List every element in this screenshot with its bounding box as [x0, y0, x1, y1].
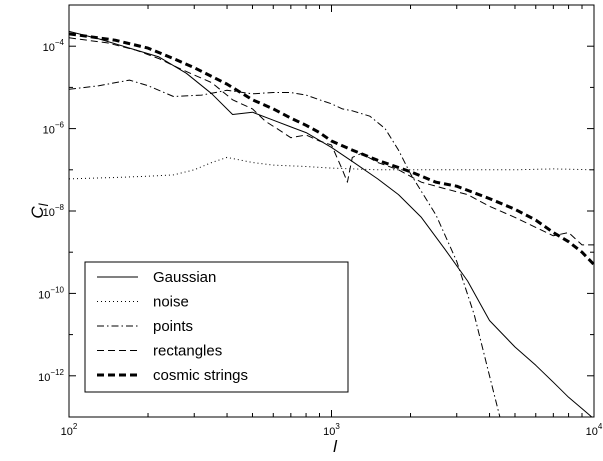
x-tick-label: 104	[586, 422, 603, 438]
y-tick-label-base: 10	[38, 289, 50, 301]
y-tick-label: 10−10	[38, 285, 64, 301]
x-tick-label-exp: 4	[598, 422, 603, 431]
x-tick-label: 102	[61, 422, 78, 438]
x-tick-label-exp: 3	[335, 422, 340, 431]
y-tick-label-exp: −8	[55, 203, 65, 212]
y-tick-label-base: 10	[43, 207, 55, 219]
y-tick-label-base: 10	[43, 42, 55, 54]
legend-label: rectangles	[153, 343, 222, 360]
y-tick-label-exp: −10	[50, 285, 64, 294]
y-tick-label: 10−6	[43, 121, 65, 137]
x-tick-label-base: 10	[586, 426, 598, 438]
legend: Gaussian noise points rectangles cosmic stri…	[84, 261, 349, 393]
series-line-gaussian	[69, 30, 593, 417]
series-line-cosmic-strings	[69, 32, 594, 266]
series-line-points	[69, 79, 501, 417]
series-line-noise	[69, 156, 594, 180]
y-tick-label: 10−4	[43, 38, 65, 54]
legend-box	[84, 261, 349, 393]
series-lines	[69, 30, 594, 417]
legend-label: Gaussian	[153, 269, 216, 286]
legend-label: noise	[153, 294, 189, 311]
y-tick-label: 10−8	[43, 203, 65, 219]
x-axis-label: l	[333, 437, 338, 456]
y-tick-label-base: 10	[43, 125, 55, 137]
y-axis-label-subscript: l	[36, 202, 51, 206]
x-tick-label-exp: 2	[73, 422, 78, 431]
series-line-rectangles	[69, 37, 594, 246]
y-axis-label-main: C	[28, 206, 47, 219]
y-tick-label-exp: −6	[55, 121, 65, 130]
y-tick-label-exp: −12	[50, 368, 64, 377]
x-tick-label: 103	[323, 422, 340, 438]
legend-label: cosmic strings	[153, 367, 248, 384]
y-tick-label-base: 10	[38, 372, 50, 384]
x-tick-label-base: 10	[61, 426, 73, 438]
legend-label: points	[153, 318, 193, 335]
x-tick-label-base: 10	[323, 426, 335, 438]
y-axis-label: Cl	[28, 202, 51, 218]
y-tick-label-exp: −4	[55, 38, 65, 47]
svg-text:Cl: Cl	[28, 202, 51, 218]
y-tick-label: 10−12	[38, 368, 64, 384]
